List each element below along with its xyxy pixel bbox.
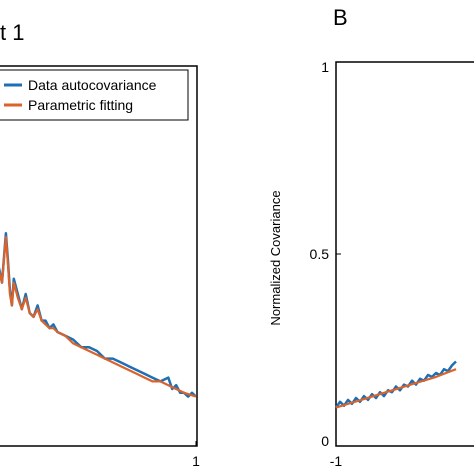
legend-label-fit: Parametric fitting	[28, 97, 133, 113]
right-y-tick-label-0: 0	[321, 433, 329, 449]
left-series-data-autocovariance-line	[0, 231, 197, 398]
right-series-parametric-fitting-line	[335, 368, 457, 409]
right-series-group	[334, 360, 457, 409]
right-y-tick-label-05: 0.5	[310, 246, 330, 262]
right-x-tick-label: -1	[330, 453, 343, 469]
right-y-axis-label: Normalized Covariance	[268, 190, 283, 325]
left-plot-frame	[0, 65, 198, 447]
right-plot-frame	[335, 61, 474, 447]
left-panel-title: t 1	[0, 20, 24, 45]
left-series-parametric-fitting-line	[0, 235, 197, 398]
legend: Data autocovariance Parametric fitting	[0, 69, 189, 121]
left-x-tick-label: 1	[192, 453, 200, 469]
legend-box	[0, 69, 189, 121]
right-series-data-autocovariance-line	[334, 360, 457, 409]
right-panel-title: B	[333, 5, 348, 30]
right-y-tick-label-1: 1	[321, 59, 329, 75]
legend-label-data: Data autocovariance	[28, 77, 157, 93]
left-series-group	[0, 231, 197, 398]
